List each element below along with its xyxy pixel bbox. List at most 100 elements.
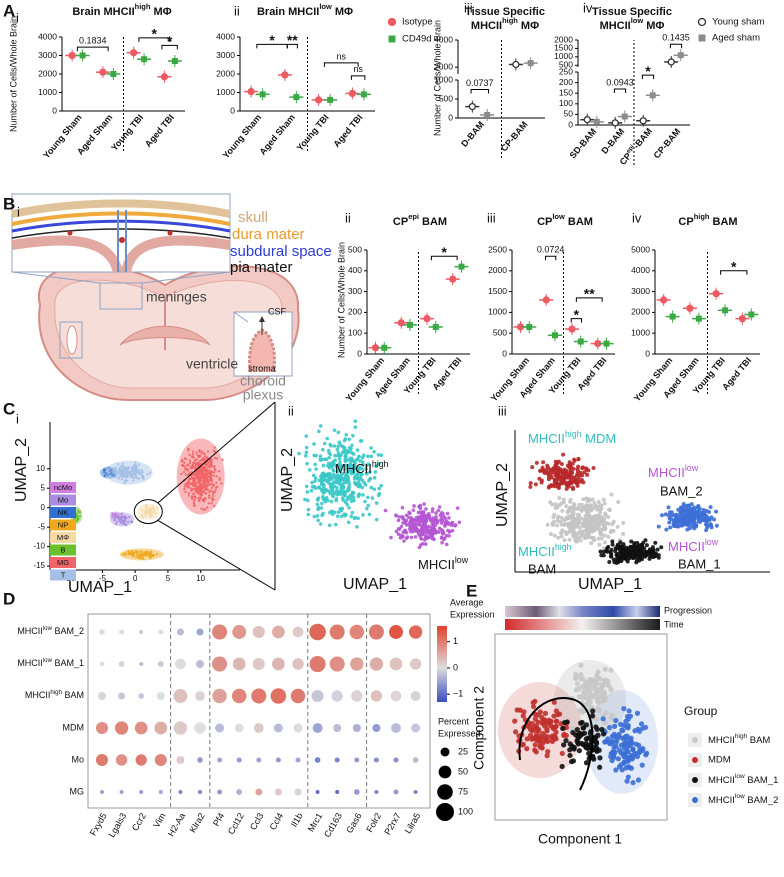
significance-bracket (430, 255, 458, 261)
y-axis-label: Number of Cells/Whole Brain (336, 242, 346, 358)
cell-dot (593, 740, 600, 746)
expression-dot (176, 755, 185, 765)
data-point (423, 314, 431, 323)
cell-dot (424, 507, 428, 511)
cell-dot (214, 488, 217, 492)
text-part: low (43, 625, 53, 632)
cell-dot (537, 476, 542, 481)
cell-dot (328, 442, 332, 447)
expression-dot (119, 789, 124, 795)
data-point (407, 321, 414, 328)
text-part: MHCII (668, 539, 705, 554)
cell-dot (365, 506, 369, 511)
cell-dot (368, 470, 372, 474)
cell-dot (130, 521, 134, 524)
cell-dot (188, 459, 192, 462)
cell-dot (596, 504, 601, 509)
y-tick-label: -15 (33, 561, 45, 570)
data-point (484, 111, 491, 118)
cell-dot (599, 536, 604, 541)
cell-dot (676, 507, 681, 512)
cell-dot (582, 521, 587, 526)
cell-dot (524, 736, 530, 742)
legend-marker (387, 17, 397, 27)
cell-dot (647, 556, 652, 561)
expression-dot (329, 656, 345, 672)
cell-dot (183, 488, 186, 491)
illustration-label: stroma (248, 363, 276, 373)
legend-label: MHCIIlow BAM_2 (708, 793, 778, 805)
expression-dot (97, 691, 107, 701)
panel-label: E (466, 581, 477, 600)
cell-dot (528, 481, 533, 486)
expression-dot (389, 625, 403, 639)
plot-frame (87, 613, 431, 809)
cell-dot (553, 718, 559, 724)
text-part: MHCII (648, 465, 685, 480)
cell-dot (602, 677, 609, 683)
cell-dot (115, 471, 119, 474)
cell-dot (214, 468, 217, 472)
cell-dot (559, 530, 564, 535)
y-tick-label: 300 (348, 286, 362, 296)
y-tick-label: 3000 (631, 286, 650, 296)
data-point (738, 314, 747, 323)
y-tick-label: 0 (502, 348, 507, 358)
cell-dot (540, 465, 545, 470)
legend-swatch (50, 482, 76, 493)
legend-swatch (50, 557, 76, 568)
size-legend-dot (436, 803, 454, 821)
legend-title: Expressed (438, 728, 481, 738)
row-label: MHCIIlow BAM_2 (17, 625, 84, 636)
cell-dot (418, 503, 423, 508)
cell-dot (328, 472, 333, 476)
data-point (281, 71, 289, 79)
cell-dot (352, 480, 357, 485)
cell-dot (703, 522, 708, 527)
cell-dot (123, 517, 127, 521)
cell-dot (125, 473, 129, 476)
cell-dot (560, 508, 565, 513)
text-part: MHCII (518, 544, 555, 559)
cell-dot (213, 446, 216, 449)
cell-dot (201, 473, 204, 477)
cell-dot (117, 517, 121, 520)
expression-dot (390, 690, 402, 702)
cell-dot (122, 519, 126, 523)
cell-dot (634, 753, 641, 760)
cell-dot (584, 466, 589, 471)
cell-dot (194, 476, 197, 480)
cell-dot (130, 549, 134, 553)
cell-dot (399, 524, 404, 529)
cell-dot (548, 470, 553, 475)
panel-sublabel: i (17, 204, 20, 219)
cell-dot (206, 484, 209, 487)
cell-dot (441, 531, 446, 536)
text-part: epi (408, 212, 419, 221)
illustration-label: ventricle (186, 356, 238, 372)
y-tick-label: -5 (38, 522, 46, 531)
expression-dot (212, 656, 228, 672)
cell-dot (416, 510, 421, 515)
cell-dot (561, 470, 566, 475)
expression-dot (354, 757, 360, 763)
cell-dot (424, 513, 428, 518)
cell-dot (571, 523, 576, 528)
cell-dot (625, 559, 630, 564)
cell-dot (606, 534, 611, 539)
illustration-label: pia mater (230, 259, 293, 276)
cell-dot (321, 497, 326, 502)
expression-dot (138, 693, 145, 699)
colorbar-tick-label: 1 (453, 636, 458, 646)
colorbar-tick-label: −1 (453, 689, 463, 699)
cell-dot (373, 470, 378, 474)
cell-dot (638, 721, 645, 727)
cell-dot (664, 527, 669, 532)
data-point (99, 68, 107, 76)
cell-dot (120, 512, 124, 516)
cell-dot (325, 463, 330, 468)
data-point (247, 87, 255, 96)
text-part: BAM_1 (52, 658, 84, 668)
text-part: low (705, 537, 719, 547)
cell-dot (567, 460, 572, 465)
